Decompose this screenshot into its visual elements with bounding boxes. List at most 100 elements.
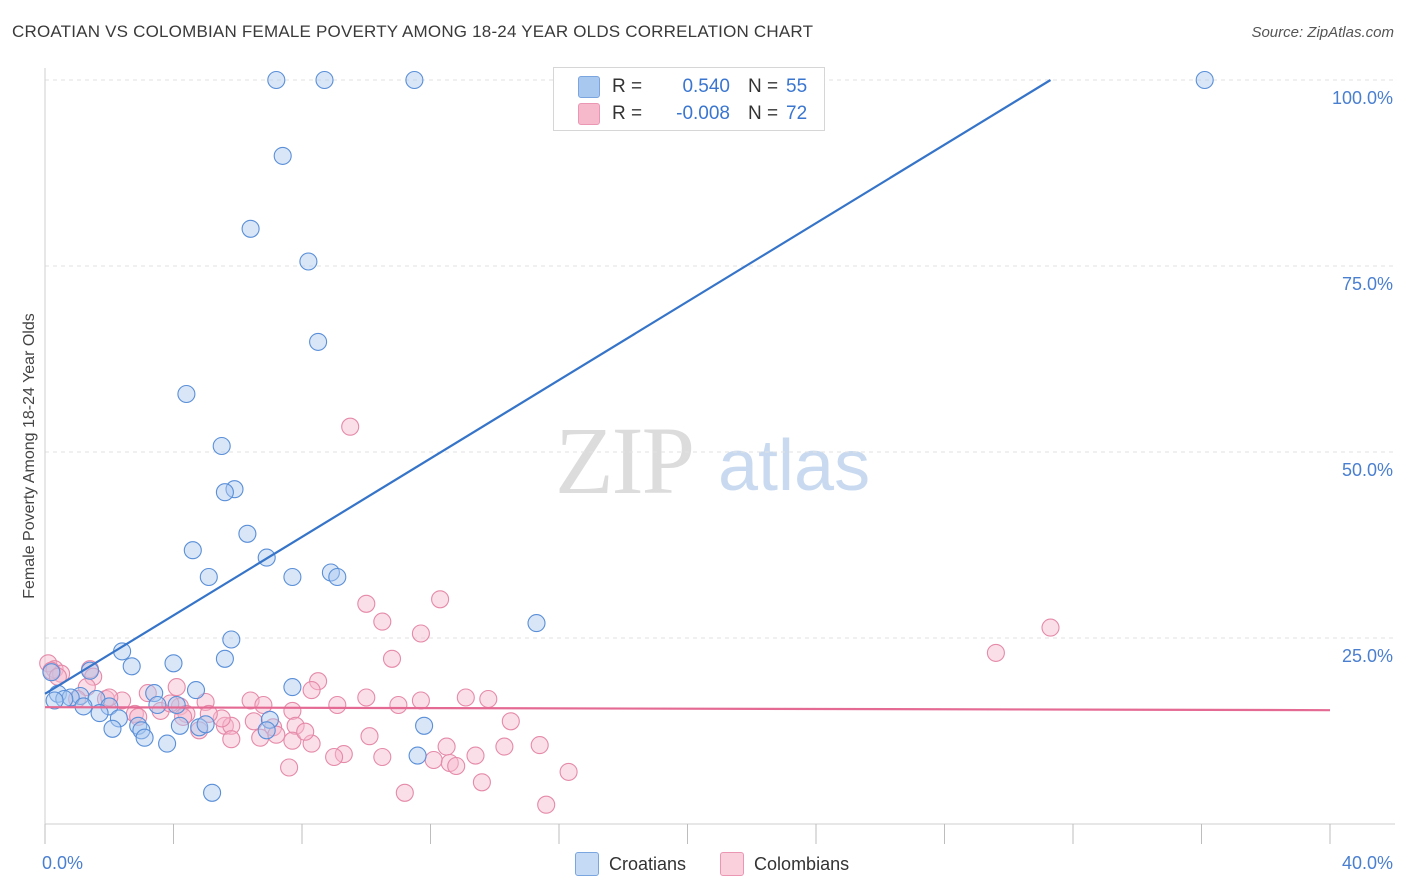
croatian-point — [45, 691, 64, 710]
croatian-point — [267, 70, 286, 90]
croatian-point — [215, 649, 234, 668]
trend-lines — [44, 79, 1331, 712]
source-label: Source: ZipAtlas.com — [1251, 24, 1394, 41]
colombian-point — [411, 691, 430, 710]
legend-item-croatians[interactable]: Croatians — [575, 852, 686, 876]
y-tick-label: 25.0% — [1342, 646, 1393, 666]
colombian-point — [222, 716, 241, 735]
croatian-point — [260, 710, 279, 729]
croatian-point — [415, 716, 434, 735]
colombian-point — [341, 417, 360, 436]
croatian-point — [177, 384, 196, 404]
croatian-point — [299, 252, 318, 271]
croatian-point — [103, 719, 122, 738]
croatian-point — [1195, 70, 1214, 90]
grid-lines — [45, 79, 1395, 639]
n-value: 55 — [786, 76, 808, 97]
r-value: 0.540 — [682, 76, 730, 97]
r-label: R = — [612, 76, 643, 97]
colombian-point — [302, 734, 321, 753]
colombian-swatch — [578, 103, 600, 125]
croatian-point — [215, 483, 234, 502]
colombian-point — [357, 594, 376, 613]
croatian-point — [222, 630, 241, 649]
colombian-point — [456, 688, 475, 707]
colombian-point — [447, 756, 466, 776]
croatian-point — [408, 746, 427, 765]
colombian-point — [302, 681, 321, 700]
colombian-trend-line — [44, 706, 1331, 712]
legend-row-colombians: R = -0.008 N = 72 — [578, 102, 807, 126]
croatian-point — [283, 678, 302, 697]
colombian-point — [431, 590, 450, 609]
n-label: N = — [748, 76, 779, 97]
colombian-point — [222, 730, 241, 749]
colombian-swatch — [720, 852, 745, 876]
n-label: N = — [748, 103, 779, 124]
colombian-point — [389, 695, 408, 715]
colombian-point — [283, 701, 302, 720]
croatian-point — [283, 567, 302, 587]
legend-item-colombians[interactable]: Colombians — [720, 852, 849, 876]
colombian-points — [39, 417, 1060, 814]
colombian-point — [472, 773, 491, 792]
colombian-point — [280, 758, 299, 777]
croatian-point — [135, 728, 154, 747]
croatian-point — [527, 614, 546, 633]
chart-title: CROATIAN VS COLOMBIAN FEMALE POVERTY AMO… — [12, 22, 814, 41]
croatian-point — [238, 524, 257, 543]
croatian-point — [186, 681, 206, 700]
colombian-point — [244, 712, 263, 731]
colombian-point — [254, 695, 273, 715]
correlation-legend: R = 0.540 N = 55 R = -0.008 N = 72 — [553, 67, 825, 131]
series-legend: Croatians Colombians — [575, 852, 883, 876]
croatian-point — [42, 663, 61, 682]
croatian-point — [241, 219, 260, 238]
croatian-point — [167, 695, 186, 715]
croatian-swatch — [575, 852, 599, 876]
colombian-point — [199, 704, 218, 723]
croatian-point — [328, 567, 347, 587]
y-tick-label: 50.0% — [1342, 460, 1393, 480]
watermark-atlas: atlas — [718, 426, 871, 506]
croatian-point — [109, 709, 128, 728]
croatian-trend-line — [44, 79, 1052, 695]
y-tick-label: 100.0% — [1332, 88, 1393, 108]
croatian-point — [158, 734, 177, 753]
colombian-point — [309, 672, 328, 691]
colombian-point — [360, 727, 379, 746]
colombian-point — [296, 722, 315, 741]
colombian-point — [986, 643, 1005, 662]
colombian-point — [479, 689, 498, 709]
croatian-point — [199, 567, 218, 587]
colombian-point — [559, 762, 578, 781]
r-value: -0.008 — [676, 103, 730, 124]
colombian-point — [530, 736, 549, 755]
colombian-point — [437, 737, 456, 756]
croatian-point — [164, 654, 183, 673]
colombian-point — [495, 737, 514, 756]
colombian-point — [52, 664, 71, 683]
x-tick-label-max: 40.0% — [1342, 853, 1393, 873]
croatian-point — [203, 783, 222, 802]
watermark-zip: ZIP — [555, 407, 695, 514]
colombian-point — [286, 716, 305, 735]
croatian-point — [122, 657, 141, 676]
croatian-point — [273, 146, 292, 165]
colombian-point — [395, 783, 414, 802]
colombian-point — [325, 747, 344, 767]
croatian-point — [183, 541, 202, 560]
colombian-point — [501, 712, 520, 731]
colombian-point — [424, 750, 443, 770]
x-tick-label-min: 0.0% — [42, 853, 83, 873]
croatian-point — [148, 695, 167, 715]
colombian-point — [138, 684, 157, 703]
croatian-point — [90, 704, 109, 723]
colombian-point — [328, 695, 347, 715]
legend-label-colombians: Colombians — [754, 853, 850, 874]
croatian-point — [315, 70, 334, 90]
colombian-point — [1041, 618, 1060, 637]
colombian-point — [466, 746, 485, 765]
y-axis-label: Female Poverty Among 18-24 Year Olds — [21, 313, 38, 599]
croatian-point — [196, 715, 215, 734]
